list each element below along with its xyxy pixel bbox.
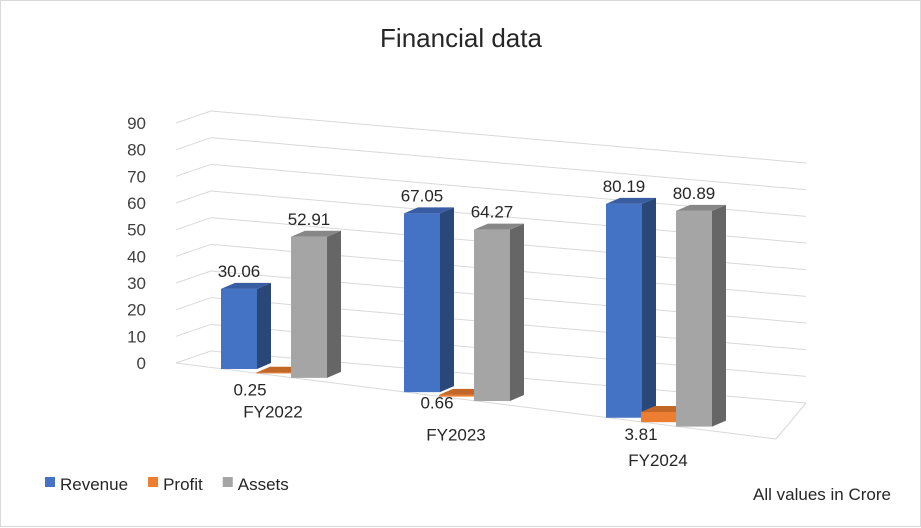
bar-revenue-fy2024 <box>606 197 656 418</box>
bar-front <box>256 372 292 374</box>
y-tick-label: 70 <box>127 167 146 186</box>
bar-revenue-fy2023 <box>404 207 454 393</box>
bar-side <box>510 223 524 402</box>
data-label: 64.27 <box>471 203 514 222</box>
legend: Revenue Profit Assets <box>45 475 289 494</box>
gridline-side <box>175 297 212 311</box>
bar-top <box>221 282 271 289</box>
data-label: 80.89 <box>673 184 716 203</box>
bar-top <box>404 207 454 214</box>
gridline-side <box>175 270 212 284</box>
y-tick-label: 80 <box>127 141 146 160</box>
gridline-side <box>175 243 212 257</box>
gridline <box>210 110 807 164</box>
bar-assets-fy2023 <box>474 223 524 402</box>
bar-front <box>404 213 440 393</box>
gridline-side <box>175 323 212 337</box>
bar-top <box>676 204 726 211</box>
y-tick-label: 60 <box>127 194 146 213</box>
floor-edge-side <box>775 402 807 440</box>
bar-revenue-fy2022 <box>221 282 271 369</box>
gridline <box>210 137 807 191</box>
x-tick-label: FY2023 <box>426 425 486 444</box>
y-tick-label: 30 <box>127 274 146 293</box>
gridline-side <box>175 137 212 151</box>
data-label: 30.06 <box>218 262 261 281</box>
data-label: 80.19 <box>603 177 646 196</box>
bar-front <box>439 394 475 397</box>
bar-front <box>474 229 510 402</box>
bar-side <box>327 230 341 378</box>
bar-front <box>221 288 257 369</box>
data-label: 0.25 <box>233 380 266 399</box>
gridline-side <box>175 190 212 204</box>
legend-swatch <box>148 477 159 487</box>
legend-item-revenue: Revenue <box>45 475 128 494</box>
bar-side <box>712 204 726 427</box>
data-label: 0.66 <box>420 394 453 413</box>
bar-top <box>474 223 524 230</box>
data-labels: 30.06 0.25 52.91 67.05 0.66 64.27 80.19 3.81 80.… <box>218 177 716 444</box>
legend-label: Revenue <box>60 475 128 494</box>
chart-title: Financial data <box>380 23 542 53</box>
bar-assets-fy2024 <box>676 204 726 427</box>
legend-item-profit: Profit <box>148 475 203 494</box>
bars <box>221 197 726 427</box>
bar-side <box>257 282 271 369</box>
legend-swatch <box>222 477 233 487</box>
y-axis: 0 10 20 30 40 50 60 70 80 90 <box>127 114 146 373</box>
gridline-side <box>175 217 212 231</box>
data-label: 67.05 <box>401 186 444 205</box>
bar-top <box>291 230 341 237</box>
units-note: All values in Crore <box>753 485 891 504</box>
bar-front <box>676 210 712 427</box>
data-label: 52.91 <box>288 210 331 229</box>
y-tick-label: 40 <box>127 247 146 266</box>
bar-front <box>606 203 642 418</box>
bar-assets-fy2022 <box>291 230 341 378</box>
gridline-side <box>175 350 212 364</box>
bar-side <box>440 207 454 393</box>
x-tick-label: FY2022 <box>243 402 303 421</box>
x-tick-label: FY2024 <box>628 451 688 470</box>
x-axis: FY2022 FY2023 FY2024 <box>243 402 688 470</box>
data-label: 3.81 <box>624 425 657 444</box>
gridline-side <box>175 110 212 124</box>
gridline-side <box>175 163 212 177</box>
legend-item-assets: Assets <box>222 475 289 494</box>
y-tick-label: 90 <box>127 114 146 133</box>
bar-side <box>642 197 656 418</box>
y-tick-label: 0 <box>137 354 146 373</box>
bar-front <box>291 236 327 378</box>
y-tick-label: 50 <box>127 221 146 240</box>
legend-swatch <box>45 477 55 487</box>
y-tick-label: 10 <box>127 327 146 346</box>
legend-label: Assets <box>238 475 289 494</box>
legend-label: Profit <box>163 475 203 494</box>
y-tick-label: 20 <box>127 301 146 320</box>
bar-top <box>606 197 656 204</box>
bar-front <box>641 412 677 423</box>
